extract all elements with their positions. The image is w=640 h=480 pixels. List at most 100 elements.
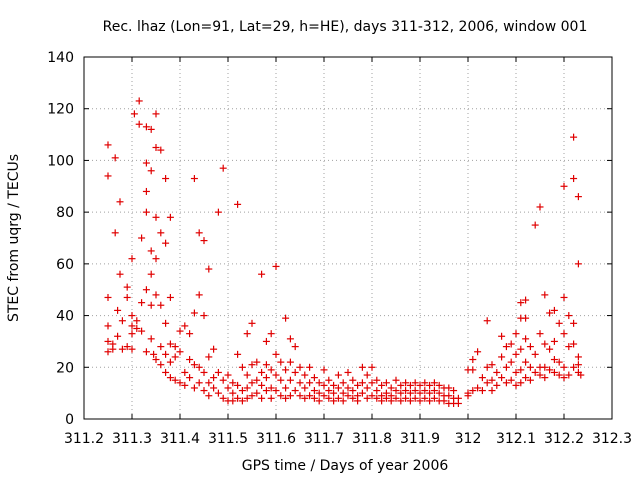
data-point xyxy=(430,394,438,402)
data-point xyxy=(243,330,251,338)
data-point xyxy=(219,164,227,172)
data-point xyxy=(387,397,395,405)
data-point xyxy=(406,389,414,397)
x-tick-label: 312.1 xyxy=(496,431,536,447)
data-point xyxy=(354,397,362,405)
data-point xyxy=(536,371,544,379)
data-point xyxy=(267,366,275,374)
data-point xyxy=(522,314,530,322)
data-point xyxy=(392,394,400,402)
data-point xyxy=(157,361,165,369)
data-point xyxy=(166,213,174,221)
data-point xyxy=(142,159,150,167)
data-point xyxy=(440,397,448,405)
y-tick-label: 140 xyxy=(47,50,74,66)
data-point xyxy=(138,234,146,242)
data-point xyxy=(277,376,285,384)
data-point xyxy=(195,379,203,387)
data-point xyxy=(162,175,170,183)
x-tick-label: 312 xyxy=(455,431,482,447)
data-point xyxy=(445,384,453,392)
data-point xyxy=(157,343,165,351)
data-point xyxy=(142,208,150,216)
data-point xyxy=(138,327,146,335)
data-point xyxy=(128,330,136,338)
data-point xyxy=(373,387,381,395)
data-point xyxy=(330,397,338,405)
data-point xyxy=(483,379,491,387)
data-point xyxy=(474,384,482,392)
x-tick-label: 311.9 xyxy=(400,431,440,447)
data-point xyxy=(560,182,568,190)
data-point xyxy=(171,343,179,351)
data-point xyxy=(344,384,352,392)
data-point xyxy=(354,381,362,389)
data-point xyxy=(116,198,124,206)
data-point xyxy=(301,394,309,402)
data-point xyxy=(498,332,506,340)
data-point xyxy=(541,363,549,371)
data-point xyxy=(320,381,328,389)
data-point xyxy=(550,356,558,364)
data-point xyxy=(502,343,510,351)
data-point xyxy=(339,379,347,387)
data-point xyxy=(195,363,203,371)
data-point xyxy=(478,387,486,395)
data-point xyxy=(205,353,213,361)
data-point xyxy=(157,146,165,154)
data-point xyxy=(171,376,179,384)
data-points xyxy=(104,97,585,407)
data-point xyxy=(358,363,366,371)
data-point xyxy=(378,397,386,405)
data-point xyxy=(147,247,155,255)
data-point xyxy=(150,350,158,358)
data-point xyxy=(570,363,578,371)
data-point xyxy=(181,368,189,376)
data-point xyxy=(483,317,491,325)
data-point xyxy=(229,389,237,397)
data-point xyxy=(320,392,328,400)
data-point xyxy=(272,262,280,270)
data-point xyxy=(368,363,376,371)
data-point xyxy=(238,387,246,395)
data-point xyxy=(349,387,357,395)
data-point xyxy=(234,394,242,402)
data-point xyxy=(536,330,544,338)
data-point xyxy=(382,379,390,387)
data-point xyxy=(560,330,568,338)
data-point xyxy=(334,384,342,392)
data-point xyxy=(157,301,165,309)
data-point xyxy=(421,394,429,402)
data-point xyxy=(205,392,213,400)
data-point xyxy=(474,348,482,356)
data-point xyxy=(118,317,126,325)
data-point xyxy=(392,376,400,384)
data-point xyxy=(190,175,198,183)
data-point xyxy=(565,371,573,379)
data-point xyxy=(262,374,270,382)
y-tick-label: 60 xyxy=(56,257,74,273)
data-point xyxy=(111,154,119,162)
data-point xyxy=(402,379,410,387)
data-point xyxy=(378,381,386,389)
data-point xyxy=(411,394,419,402)
data-point xyxy=(560,363,568,371)
data-point xyxy=(550,306,558,314)
data-point xyxy=(368,379,376,387)
data-point xyxy=(531,350,539,358)
data-point xyxy=(526,376,534,384)
data-point xyxy=(363,394,371,402)
grid-lines xyxy=(84,57,612,419)
data-point xyxy=(315,389,323,397)
data-point xyxy=(166,374,174,382)
data-point xyxy=(214,208,222,216)
data-point xyxy=(272,371,280,379)
data-point xyxy=(123,343,131,351)
data-point xyxy=(138,299,146,307)
data-point xyxy=(267,384,275,392)
plot-frame xyxy=(83,56,613,420)
data-point xyxy=(416,389,424,397)
data-point xyxy=(464,392,472,400)
data-point xyxy=(214,368,222,376)
